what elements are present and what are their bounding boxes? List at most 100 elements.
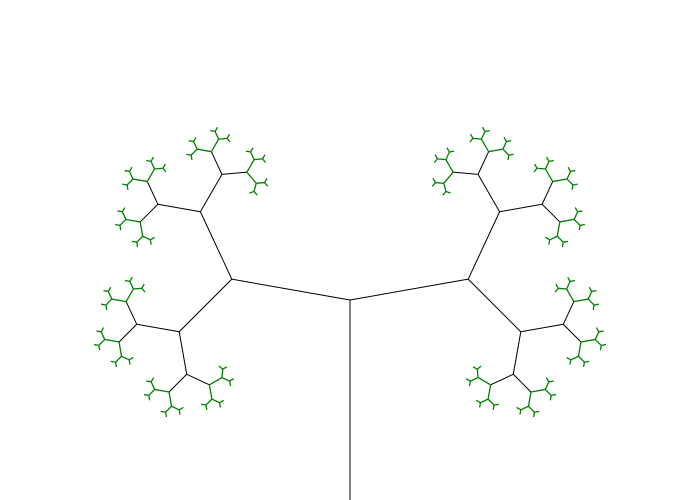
branch-line [520,323,564,333]
leaf-branch [114,362,118,368]
leaf-branch [468,381,472,387]
leaf-branch [556,221,561,237]
leaf-branch [105,304,108,310]
leaf-branch [133,287,142,290]
leaf-branch [125,288,134,302]
leaf-branch [551,393,557,397]
leaf-branch [592,304,595,310]
leaf-branch [264,182,269,187]
leaf-branch [554,287,559,293]
leaf-branch [192,141,198,150]
leaf-branch [226,133,231,139]
branch-line [499,203,543,213]
leaf-branch [527,391,532,407]
branch-line [562,323,582,343]
leaf-branch [219,399,225,404]
leaf-branch [570,279,576,283]
branch-line [168,373,188,393]
branch-line [231,278,351,301]
leaf-branch [545,377,550,383]
leaf-branch [100,303,107,306]
leaf-branch [178,409,181,415]
leaf-branch [544,381,550,390]
leaf-branch [544,388,552,396]
leaf-branch [205,404,208,411]
leaf-branch [119,225,122,231]
leaf-branch [149,239,152,245]
leaf-branch [446,147,450,153]
branch-line [349,278,469,301]
branch-line [146,181,159,205]
leaf-branch [563,240,569,243]
branch-line [178,278,233,333]
leaf-branch [104,338,120,343]
leaf-branch [254,158,263,161]
leaf-branch [150,236,155,241]
leaf-branch [100,331,106,340]
leaf-branch [445,159,454,173]
branch-line [210,151,223,175]
leaf-branch [579,223,585,227]
branch-line [541,181,554,205]
leaf-branch [481,126,486,132]
leaf-branch [256,181,265,184]
leaf-branch [572,183,578,186]
leaf-branch [556,235,564,243]
leaf-branch [544,168,554,182]
leaf-branch [154,167,164,170]
leaf-branch [131,240,137,243]
leaf-branch [124,169,130,173]
leaf-branch [128,166,133,172]
leaf-branch [218,402,222,408]
leaf-branch [545,156,550,162]
leaf-branch [142,235,151,241]
leaf-branch [205,398,213,406]
leaf-branch [591,289,597,293]
leaf-branch [98,338,106,346]
leaf-branch [577,210,583,213]
leaf-branch [567,276,571,282]
leaf-branch [472,366,478,370]
leaf-branch [470,377,479,382]
leaf-branch [117,210,123,213]
leaf-branch [209,377,223,386]
leaf-branch [119,218,127,226]
leaf-branch [141,287,146,293]
leaf-branch [107,291,113,300]
leaf-branch [573,211,579,220]
leaf-branch [150,381,156,390]
leaf-branch [480,131,486,140]
leaf-branch [262,158,267,164]
leaf-branch [594,338,602,346]
leaf-branch [545,236,550,241]
leaf-branch [476,365,482,370]
leaf-branch [222,366,228,370]
leaf-branch [218,137,228,140]
leaf-branch [246,159,255,173]
leaf-branch [188,140,194,143]
leaf-branch [125,218,141,223]
leaf-branch [146,168,156,182]
branch-line [541,203,561,223]
leaf-branch [548,380,554,383]
leaf-branch [186,153,192,156]
leaf-branch [136,235,144,243]
branch-line [453,171,479,175]
leaf-branch [488,148,504,153]
branch-line [125,301,138,325]
leaf-branch [210,129,216,133]
leaf-branch [190,154,193,161]
branch-line [199,211,233,280]
leaf-branch [211,398,220,404]
branch-line [512,331,522,375]
branch-line [139,203,159,223]
leaf-branch [148,395,151,401]
leaf-branch [548,239,551,245]
leaf-branch [516,406,522,411]
leaf-branch [559,218,575,223]
leaf-branch [465,378,471,382]
leaf-branch [111,298,127,303]
leaf-branch [532,412,536,418]
leaf-branch [552,178,568,183]
leaf-branch [443,183,447,192]
